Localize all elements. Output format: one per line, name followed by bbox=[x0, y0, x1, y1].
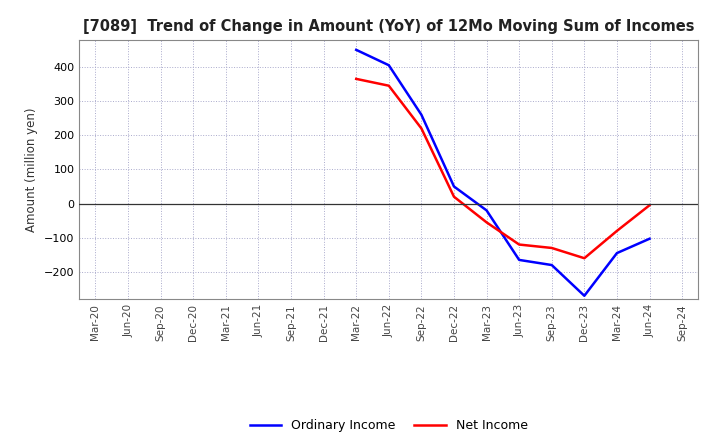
Ordinary Income bbox=[450, 184, 459, 189]
Ordinary Income bbox=[613, 250, 621, 256]
Ordinary Income bbox=[515, 257, 523, 263]
Ordinary Income bbox=[417, 112, 426, 117]
Ordinary Income bbox=[645, 236, 654, 242]
Line: Net Income: Net Income bbox=[356, 79, 649, 258]
Ordinary Income bbox=[547, 262, 556, 268]
Net Income bbox=[515, 242, 523, 247]
Net Income bbox=[417, 126, 426, 131]
Title: [7089]  Trend of Change in Amount (YoY) of 12Mo Moving Sum of Incomes: [7089] Trend of Change in Amount (YoY) o… bbox=[83, 19, 695, 34]
Net Income bbox=[450, 194, 459, 199]
Net Income bbox=[613, 228, 621, 234]
Ordinary Income bbox=[482, 208, 491, 213]
Legend: Ordinary Income, Net Income: Ordinary Income, Net Income bbox=[245, 414, 533, 437]
Net Income bbox=[482, 220, 491, 225]
Ordinary Income bbox=[352, 47, 361, 52]
Net Income bbox=[645, 203, 654, 208]
Net Income bbox=[547, 246, 556, 251]
Ordinary Income bbox=[580, 293, 589, 298]
Net Income bbox=[352, 76, 361, 81]
Line: Ordinary Income: Ordinary Income bbox=[356, 50, 649, 296]
Ordinary Income bbox=[384, 62, 393, 68]
Y-axis label: Amount (million yen): Amount (million yen) bbox=[25, 107, 38, 231]
Net Income bbox=[384, 83, 393, 88]
Net Income bbox=[580, 256, 589, 261]
